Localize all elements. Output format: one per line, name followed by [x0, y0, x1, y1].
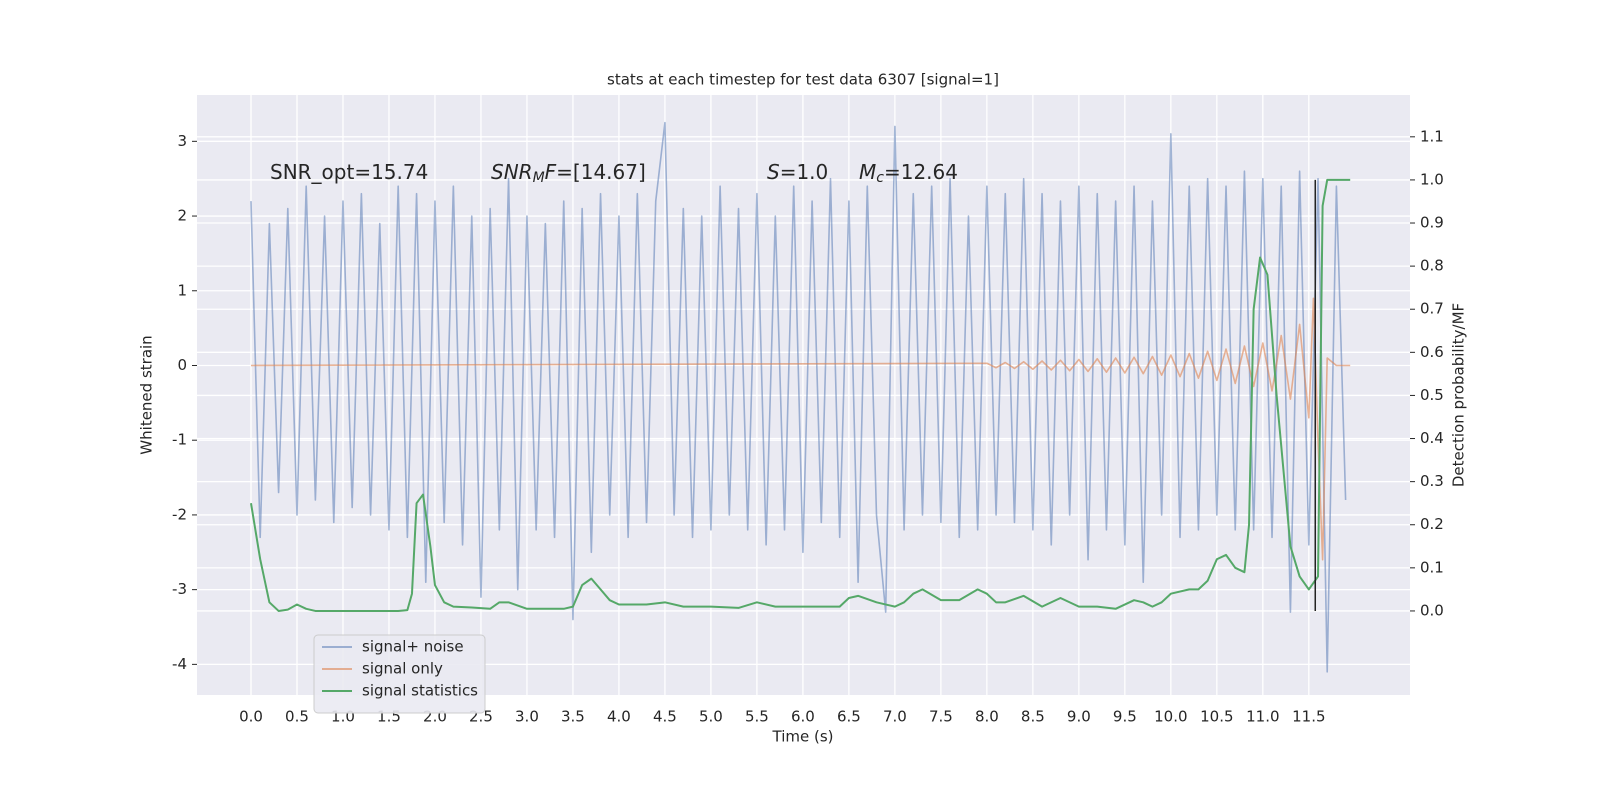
annotation: SNRMF=[14.67]: [491, 160, 646, 187]
grid: [197, 95, 1410, 695]
legend-label: signal only: [362, 660, 443, 678]
y2-axis-label: Detection probability/MF: [1450, 303, 1468, 487]
annotation-part: SNR_opt=15.74: [270, 160, 428, 184]
series-line: [250, 178, 1351, 612]
legend-label: signal statistics: [362, 682, 478, 700]
annotation-part: F: [545, 160, 557, 184]
annotation-part: S: [767, 160, 780, 184]
annotation: SNR_opt=15.74: [270, 160, 428, 184]
chart-title: stats at each timestep for test data 630…: [607, 71, 999, 89]
y2-tick-label: 0.0: [1420, 601, 1444, 619]
y2-tick-label: 0.3: [1420, 472, 1444, 490]
y2-tick-label: 0.6: [1420, 343, 1444, 361]
x-axis-label: Time (s): [772, 728, 834, 746]
x-tick-label: 4.5: [653, 708, 677, 726]
y2-tick-label: 0.5: [1420, 386, 1444, 404]
annotation: S=1.0: [767, 160, 828, 184]
y2-tick-label: 0.9: [1420, 214, 1444, 232]
x-tick-label: 0.5: [285, 708, 309, 726]
y-tick-label: 0: [177, 356, 187, 374]
x-tick-label: 7.5: [929, 708, 953, 726]
annotation: Mc=12.64: [859, 160, 958, 187]
annotation-part: =[14.67]: [556, 160, 646, 184]
x-tick-label: 7.0: [883, 708, 907, 726]
x-tick-label: 8.0: [975, 708, 999, 726]
x-tick-label: 8.5: [1021, 708, 1045, 726]
y-tick-label: 1: [177, 281, 187, 299]
annotation-part: =1.0: [780, 160, 829, 184]
annotation-part: M: [533, 170, 545, 186]
x-tick-label: 9.0: [1067, 708, 1091, 726]
annotation-part: c: [876, 170, 884, 186]
y-tick-label: -3: [172, 580, 187, 598]
x-tick-label: 11.5: [1292, 708, 1325, 726]
x-tick-label: 5.5: [745, 708, 769, 726]
annotation-part: SNR: [491, 160, 533, 184]
x-tick-label: 3.5: [561, 708, 585, 726]
x-tick-label: 6.5: [837, 708, 861, 726]
x-tick-label: 9.5: [1113, 708, 1137, 726]
marks: [250, 121, 1351, 673]
y2-tick-label: 0.1: [1420, 558, 1444, 576]
series-line: [250, 297, 1351, 561]
y-tick-label: -2: [172, 505, 187, 523]
x-tick-label: 4.0: [607, 708, 631, 726]
x-tick-label: 3.0: [515, 708, 539, 726]
legend-box: [313, 634, 486, 714]
annotation-part: M: [859, 160, 876, 184]
x-tick-label: 0.0: [239, 708, 263, 726]
y2-tick-label: 0.8: [1420, 257, 1444, 275]
series-line: [250, 121, 1347, 673]
y2-tick-label: 1.0: [1420, 170, 1444, 188]
y-tick-label: 3: [177, 132, 187, 150]
y-tick-label: 2: [177, 207, 187, 225]
y2-tick-label: 0.4: [1420, 429, 1444, 447]
x-tick-label: 6.0: [791, 708, 815, 726]
y2-tick-label: 1.1: [1420, 127, 1444, 145]
x-tick-label: 11.0: [1246, 708, 1279, 726]
legend-label: signal+ noise: [362, 638, 464, 656]
annotation-part: =12.64: [884, 160, 958, 184]
y2-tick-label: 0.2: [1420, 515, 1444, 533]
y-tick-label: -1: [172, 431, 187, 449]
x-tick-label: 5.0: [699, 708, 723, 726]
x-tick-label: 10.0: [1154, 708, 1187, 726]
labels: 0.0 0.5 1.0 1.5 2.0 2.5 3.0 3.5 4.0 4.5 5.0 5.5 6.0 6…: [172, 127, 1444, 725]
y-axis-label: Whitened strain: [138, 335, 156, 454]
x-tick-label: 10.5: [1200, 708, 1233, 726]
y2-tick-label: 0.7: [1420, 300, 1444, 318]
y-tick-label: -4: [172, 655, 187, 673]
